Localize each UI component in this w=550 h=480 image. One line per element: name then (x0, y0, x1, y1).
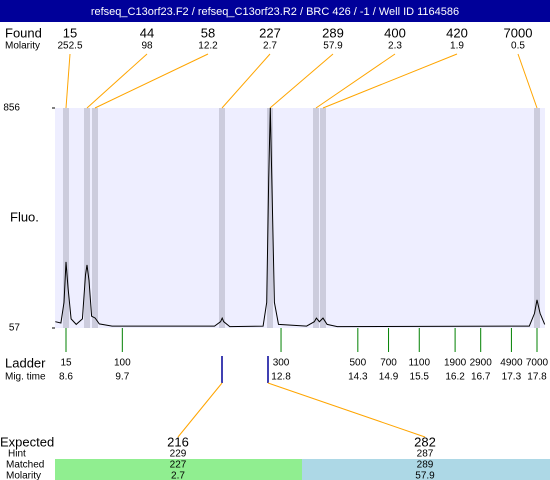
ladder-time: 15.5 (410, 372, 430, 383)
ladder-size: 15 (60, 358, 72, 369)
peak-connector (65, 53, 71, 109)
peak-band (320, 108, 326, 328)
found-size: 7000 (504, 25, 533, 40)
ladder-size: 7000 (526, 358, 549, 369)
found-molarity: 2.3 (388, 41, 402, 52)
ladder-size: 2900 (470, 358, 493, 369)
molarity-label: Molarity (5, 41, 40, 52)
found-size: 44 (140, 25, 154, 40)
peak-connector (517, 53, 538, 109)
ladder-size: 1100 (409, 358, 431, 369)
matched-size: 289 (417, 460, 434, 471)
found-size: 400 (384, 25, 406, 40)
peak-band (219, 108, 225, 328)
expected-connector (177, 382, 223, 438)
peak-band (313, 108, 319, 328)
peak-connector (315, 53, 396, 109)
peak-connector (269, 53, 334, 109)
mig-time-label: Mig. time (5, 372, 46, 383)
ladder-time: 14.9 (379, 372, 399, 383)
peak-connector (86, 53, 148, 109)
found-size: 289 (322, 25, 344, 40)
ladder-size: 4900 (500, 358, 523, 369)
ladder-time: 9.7 (115, 372, 129, 383)
found-molarity: 12.2 (198, 41, 218, 52)
found-size: 227 (259, 25, 281, 40)
expected-size: 282 (414, 434, 436, 449)
matched-molarity: 2.7 (171, 471, 185, 480)
peak-band (63, 108, 69, 328)
found-size: 58 (201, 25, 215, 40)
expected-connector (267, 382, 426, 438)
matched-label: Matched (6, 460, 44, 471)
title: refseq_C13orf23.F2 / refseq_C13orf23.R2 … (91, 6, 459, 18)
y-tick-label: 57 (9, 323, 21, 334)
found-molarity: 252.5 (57, 41, 82, 52)
expected-label: Expected (0, 434, 54, 449)
peak-band (92, 108, 98, 328)
ladder-time: 8.6 (59, 372, 73, 383)
plot-area (55, 108, 545, 328)
ladder-time: 12.8 (271, 372, 291, 383)
hint-size: 229 (170, 449, 187, 460)
ladder-size: 1900 (444, 358, 467, 369)
peak-band (267, 108, 273, 328)
matched-size: 227 (170, 460, 187, 471)
y-tick-label: 856 (3, 103, 20, 114)
peak-band (84, 108, 90, 328)
ladder-size: 300 (273, 358, 290, 369)
found-molarity: 0.5 (511, 41, 525, 52)
title-bar (0, 0, 550, 22)
hint-label: Hint (8, 449, 26, 460)
y-axis-label: Fluo. (10, 209, 39, 224)
matched-bar (55, 459, 302, 480)
ladder-size: 500 (349, 358, 366, 369)
ladder-size: 700 (380, 358, 397, 369)
expected-size: 216 (167, 434, 189, 449)
ladder-time: 16.7 (471, 372, 491, 383)
ladder-time: 17.8 (527, 372, 547, 383)
ladder-size: 100 (114, 358, 131, 369)
ladder-label: Ladder (5, 355, 46, 370)
found-molarity: 57.9 (323, 41, 343, 52)
found-size: 15 (63, 25, 77, 40)
found-size: 420 (446, 25, 468, 40)
ladder-time: 16.2 (445, 372, 465, 383)
peak-connector (94, 53, 209, 109)
molarity-label: Molarity (6, 471, 41, 480)
peak-connector (322, 53, 458, 109)
ladder-time: 14.3 (348, 372, 368, 383)
found-molarity: 98 (141, 41, 153, 52)
peak-band (534, 108, 540, 328)
ladder-time: 17.3 (502, 372, 522, 383)
found-molarity: 1.9 (450, 41, 464, 52)
trace-line (55, 107, 546, 328)
found-molarity: 2.7 (263, 41, 277, 52)
peak-connector (221, 53, 271, 109)
matched-bar (302, 459, 550, 480)
found-label: Found (5, 25, 42, 40)
hint-size: 287 (417, 449, 434, 460)
matched-molarity: 57.9 (415, 471, 435, 480)
